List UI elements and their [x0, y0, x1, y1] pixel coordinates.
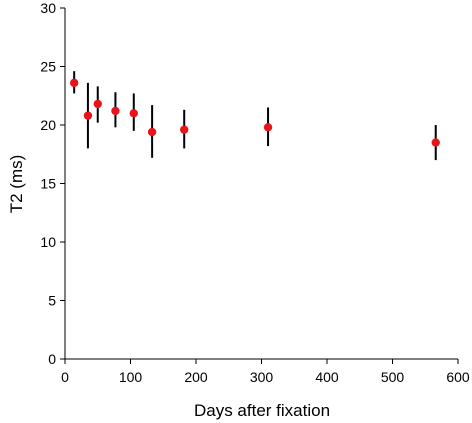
data-point: [69, 78, 79, 88]
x-tick-label: 500: [381, 369, 405, 385]
x-tick-label: 400: [315, 369, 339, 385]
x-tick-label: 600: [446, 369, 470, 385]
data-point: [431, 138, 440, 147]
x-axis-label: Days after fixation: [194, 401, 330, 420]
y-tick-label: 25: [40, 59, 56, 75]
y-tick-label: 10: [40, 234, 56, 250]
y-tick-label: 15: [40, 176, 56, 192]
y-axis-label: T2 (ms): [7, 155, 26, 214]
data-point: [263, 123, 273, 132]
data-point: [147, 127, 157, 137]
data-point: [180, 125, 189, 134]
y-tick-label: 0: [48, 351, 56, 367]
y-tick-label: 5: [48, 293, 56, 309]
y-tick-label: 30: [40, 0, 56, 16]
data-point: [83, 111, 93, 120]
x-tick-label: 300: [250, 369, 274, 385]
data-point: [111, 106, 120, 116]
data-point: [129, 109, 138, 118]
y-tick-label: 20: [40, 117, 56, 133]
data-point: [93, 99, 102, 109]
x-tick-label: 100: [119, 369, 143, 385]
x-tick-label: 0: [61, 369, 69, 385]
x-tick-label: 200: [184, 369, 208, 385]
